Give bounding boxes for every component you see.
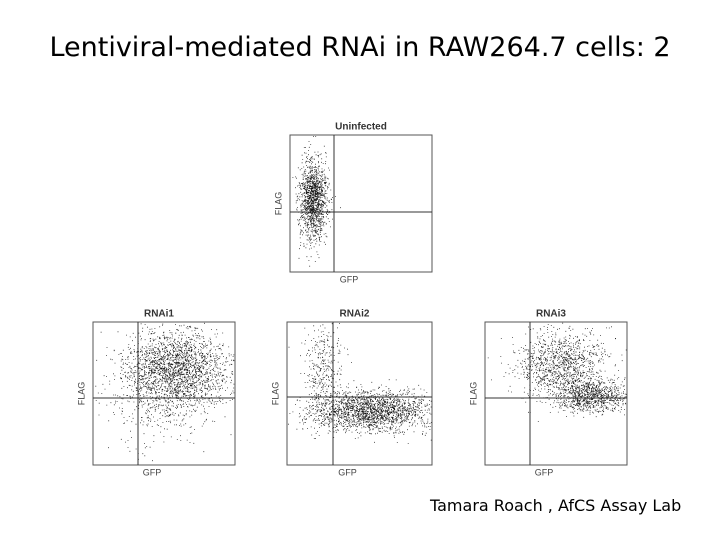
cell-dots (95, 322, 235, 462)
footer: Tamara Roach , AfCS Assay Lab (430, 496, 682, 515)
plot-frame (286, 321, 433, 466)
plot-frame (92, 321, 236, 466)
plot-frame (484, 321, 628, 466)
slide-title: Lentiviral-mediated RNAi in RAW264.7 cel… (49, 32, 671, 63)
cell-dots (288, 323, 432, 444)
y-axis-label: FLAG (270, 382, 280, 406)
y-axis-label: FLAG (273, 192, 283, 216)
cell-dots (292, 136, 341, 267)
x-axis-label: GFP (535, 467, 554, 477)
x-axis-label: GFP (338, 467, 357, 477)
y-axis-label: FLAG (468, 382, 478, 406)
plot-frame (289, 134, 433, 273)
panel-title: RNAi3 (536, 309, 566, 320)
panel-title: RNAi1 (144, 309, 174, 320)
x-axis-label: GFP (143, 467, 162, 477)
panel-title: Uninfected (335, 122, 387, 133)
y-axis-label: FLAG (76, 382, 86, 406)
x-axis-label: GFP (340, 274, 359, 284)
cell-dots (487, 322, 627, 422)
panel-title: RNAi2 (339, 309, 369, 320)
